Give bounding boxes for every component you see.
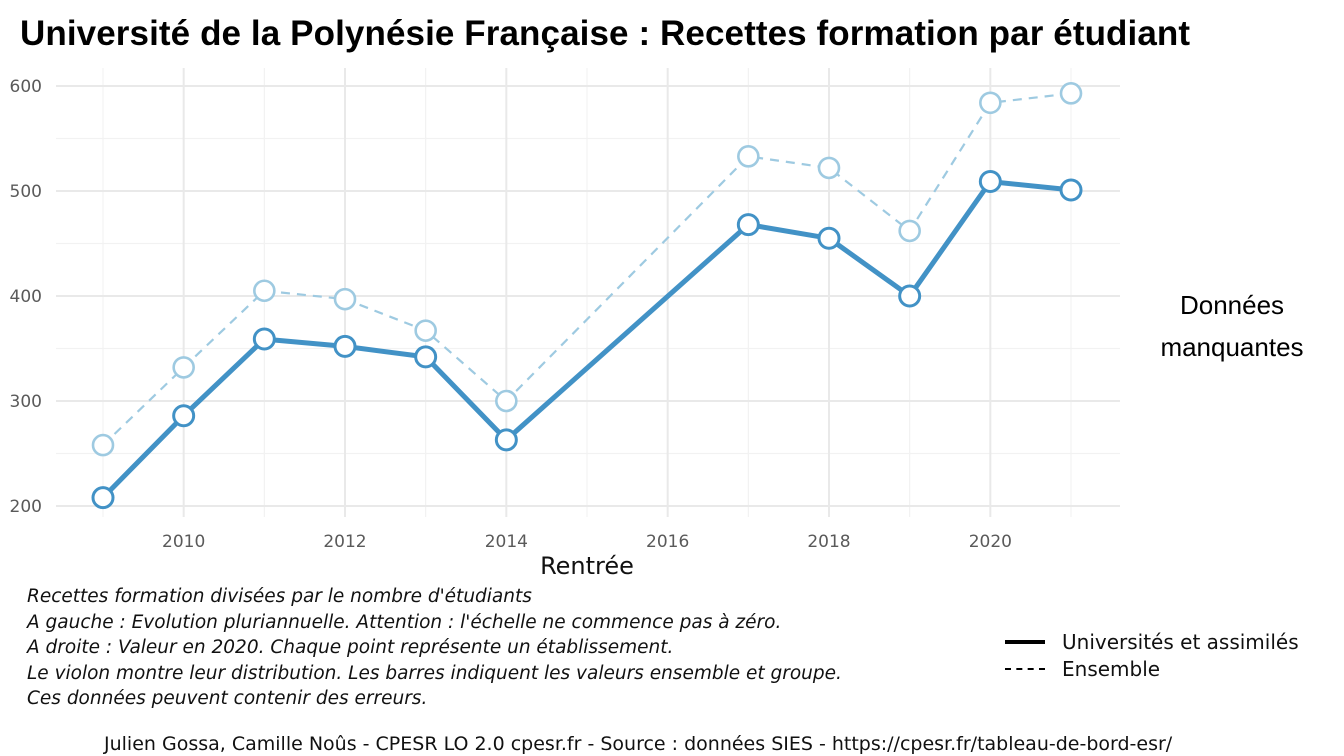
legend-label-universites: Universités et assimilés [1062, 629, 1299, 654]
data-point [1059, 178, 1083, 202]
solid-line-key-icon [1005, 639, 1045, 644]
y-tick-label: 300 [10, 392, 42, 412]
note-line: Ces données peuvent contenir des erreurs… [27, 688, 428, 709]
x-tick-label: 2012 [323, 532, 366, 552]
chart-notes: Recettes formation divisées par le nombr… [27, 584, 842, 712]
data-point [333, 287, 357, 311]
data-point [737, 145, 760, 168]
dashed-line-key-icon [1005, 667, 1045, 670]
note-line: A droite : Valeur en 2020. Chaque point … [27, 637, 674, 658]
data-point [333, 334, 357, 358]
legend-label-ensemble: Ensemble [1062, 656, 1161, 681]
data-point [898, 219, 921, 243]
data-point [898, 284, 922, 308]
x-tick-label: 2010 [162, 532, 205, 552]
x-tick-label: 2014 [485, 532, 528, 552]
chart-title: Université de la Polynésie Française : R… [20, 14, 1191, 53]
data-point [736, 213, 760, 237]
series-layer [91, 82, 1083, 510]
y-tick-label: 400 [10, 287, 42, 307]
x-axis-title: Rentrée [540, 552, 634, 580]
chart-legend: Universités et assimilés Ensemble [1005, 628, 1299, 682]
x-tick-label: 2018 [807, 532, 850, 552]
y-tick-label: 500 [10, 182, 42, 202]
data-point [495, 389, 518, 413]
grid [56, 68, 1120, 517]
missing-data-label-line1: Données [1179, 290, 1285, 320]
data-point [172, 404, 196, 428]
data-point [414, 319, 437, 342]
note-line: Recettes formation divisées par le nombr… [27, 586, 532, 607]
axis-ticks: 200 300 400 500 600 2010 2012 2014 2016 2018 2020 [10, 77, 1012, 552]
data-point [252, 327, 276, 351]
source-caption: Julien Gossa, Camille Noûs - CPESR LO 2.… [104, 733, 1173, 755]
series-ensemble [91, 82, 1083, 457]
data-point [978, 170, 1002, 194]
data-point [817, 156, 841, 180]
data-point [817, 226, 841, 250]
missing-data-label-line2: manquantes [1160, 332, 1304, 362]
legend-item-universites: Universités et assimilés [1005, 628, 1299, 655]
legend-item-ensemble: Ensemble [1005, 655, 1299, 682]
data-point [253, 279, 276, 303]
y-tick-label: 200 [10, 497, 42, 517]
missing-data-panel: Données manquantes [1140, 284, 1324, 368]
data-point [494, 428, 518, 452]
note-line: A gauche : Evolution pluriannuelle. Atte… [27, 611, 782, 633]
note-line: Le violon montre leur distribution. Les … [27, 662, 842, 684]
data-point [414, 345, 438, 369]
x-tick-label: 2020 [969, 532, 1012, 552]
x-tick-label: 2016 [646, 532, 689, 552]
data-point [1059, 82, 1083, 105]
data-point [91, 433, 115, 457]
series-universites [91, 170, 1083, 510]
data-point [979, 91, 1002, 115]
data-point [172, 356, 195, 379]
data-point [91, 486, 115, 510]
y-tick-label: 600 [10, 77, 42, 97]
